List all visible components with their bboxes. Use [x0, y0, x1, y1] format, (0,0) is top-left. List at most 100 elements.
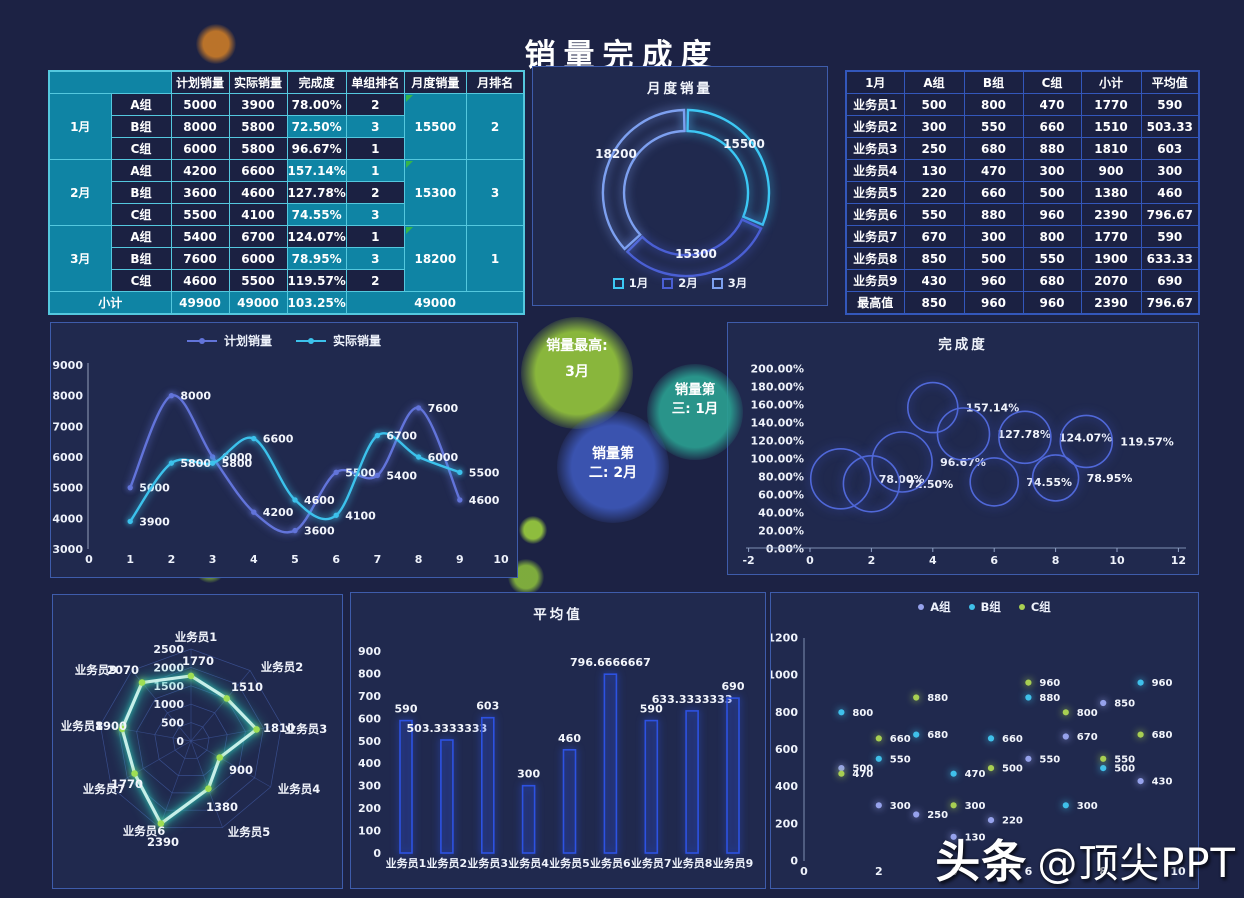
bubble-label: 157.14%	[966, 402, 1019, 415]
cell-corner-flag	[405, 227, 413, 234]
data-point	[875, 735, 882, 742]
y-tick-label: 20.00%	[758, 525, 804, 538]
donut-value-label: 15500	[723, 137, 765, 151]
table-row: 最高值 850 960 960 2390 796.67	[845, 291, 1200, 315]
data-point	[987, 817, 995, 824]
data-label: 880	[1039, 693, 1060, 704]
data-label: 250	[927, 810, 948, 821]
table-cell: 2070	[1080, 269, 1142, 292]
line-chart-legend: 计划销量 实际销量	[51, 332, 517, 349]
data-point	[209, 454, 216, 460]
cell-corner-flag	[405, 95, 413, 102]
category-label: 业务员2	[427, 856, 468, 870]
table-cell: 49000	[345, 291, 525, 315]
table-cell: 业务员4	[845, 159, 905, 182]
table-cell: 1810	[1080, 137, 1142, 160]
category-label: 业务员5	[549, 856, 590, 870]
scatter-legend: A组 B组 C组	[771, 599, 1198, 615]
table-cell: 119.57%	[286, 269, 347, 292]
table-cell: 880	[963, 203, 1024, 226]
data-point	[187, 672, 195, 680]
data-point	[913, 694, 920, 701]
radar-grid-spoke	[159, 740, 192, 828]
legend-marker-icon	[612, 277, 624, 289]
data-label: 590	[395, 703, 418, 716]
x-tick-label: 6	[332, 553, 340, 566]
data-label: 550	[890, 754, 911, 765]
table-cell: A组	[110, 93, 172, 116]
data-point	[1062, 733, 1069, 740]
data-label: 800	[1077, 708, 1098, 719]
table-cell: 300	[903, 115, 965, 138]
data-point	[1025, 679, 1032, 686]
x-tick-label: -2	[742, 554, 754, 567]
data-label: 4200	[263, 506, 294, 519]
table-cell: 796.67	[1140, 291, 1200, 315]
salesperson-table: 1月 A组 B组 C组 小计 平均值 业务员1 500 800 470 1770 590 业务员2 300…	[845, 70, 1200, 315]
data-point	[157, 820, 165, 827]
annotation-second-month: 销量第 二: 2月	[561, 445, 665, 483]
data-point	[1100, 755, 1107, 762]
legend-marker-icon	[1018, 604, 1025, 610]
data-label: 800	[852, 708, 873, 719]
data-label: 7600	[428, 402, 459, 415]
radar-grid-spoke	[100, 724, 192, 742]
table-cell: 1380	[1080, 181, 1142, 204]
table-row: 业务员6 550 880 960 2390 796.67	[845, 203, 1200, 226]
data-point	[216, 754, 223, 761]
donut-value-label: 18200	[595, 147, 637, 161]
data-point	[118, 725, 126, 733]
table-cell: 850	[903, 247, 965, 270]
x-tick-label: 6	[990, 554, 998, 567]
annotation-line: 三: 1月	[671, 401, 719, 417]
table-cell: 670	[903, 225, 965, 248]
bubble-label: 124.07%	[1059, 431, 1112, 444]
data-label: 5400	[386, 469, 417, 482]
category-label: 业务员3	[467, 856, 508, 870]
data-label: 1770	[182, 654, 214, 668]
y-tick-label: 4000	[52, 512, 83, 525]
table-cell: 430	[903, 269, 965, 292]
table-cell: 2390	[1080, 291, 1142, 315]
category-label: 业务员7	[631, 856, 672, 870]
table-cell: 500	[963, 247, 1024, 270]
table-cell: 103.25%	[286, 291, 347, 315]
table-cell: 2	[345, 181, 405, 204]
bar	[644, 719, 659, 854]
data-point	[292, 497, 298, 503]
y-tick-label: 180.00%	[751, 381, 804, 394]
r-tick-label: 2000	[153, 661, 184, 674]
table-cell: 3600	[170, 181, 230, 204]
table-cell: 最高值	[845, 291, 905, 315]
radar-grid-spoke	[190, 670, 251, 742]
data-label: 500	[1114, 764, 1135, 775]
bubble-chart-svg: 0.00% 20.00% 40.00% 60.00% 80.00% 100.00% 120.…	[742, 363, 1186, 568]
bubble	[907, 381, 959, 434]
data-point	[1100, 765, 1107, 772]
data-point	[333, 469, 339, 476]
x-tick-label: 7	[374, 553, 382, 566]
data-label: 5000	[139, 482, 170, 495]
data-label: 1900	[95, 719, 127, 733]
data-point	[1137, 731, 1144, 738]
data-point	[333, 512, 339, 518]
table-cell: 业务员9	[845, 269, 905, 292]
data-label: 660	[1002, 734, 1023, 745]
data-label: 900	[229, 763, 253, 777]
data-label: 590	[640, 703, 663, 716]
data-label: 4600	[304, 494, 335, 507]
donut-chart-svg: 15500 15300 18200	[595, 108, 771, 278]
table-cell: 业务员1	[845, 93, 905, 116]
category-label: 业务员1	[386, 856, 427, 870]
category-label: 业务员2	[261, 660, 304, 674]
table-cell: 74.55%	[286, 203, 347, 226]
watermark-text: @顶尖PPT	[1037, 841, 1236, 887]
data-label: 1380	[206, 800, 238, 814]
data-label: 130	[965, 832, 986, 843]
table-cell: 3	[345, 203, 405, 226]
table-cell: 124.07%	[286, 225, 347, 248]
data-label: 300	[517, 768, 540, 781]
table-cell: 680	[963, 137, 1024, 160]
data-point	[251, 509, 257, 515]
category-label: 业务员3	[285, 722, 328, 736]
